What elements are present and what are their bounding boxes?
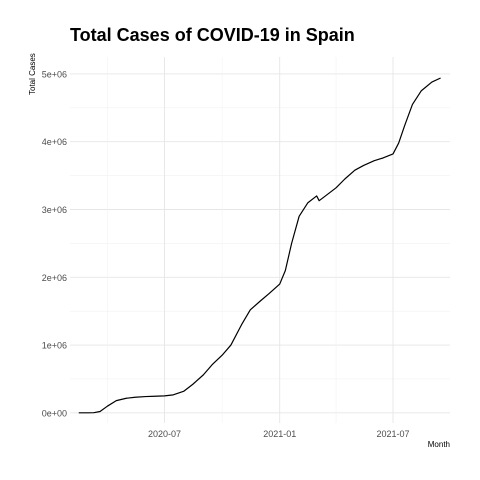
chart-title: Total Cases of COVID-19 in Spain: [70, 25, 355, 45]
x-tick-label: 2020-07: [148, 429, 181, 439]
y-tick-label: 5e+06: [42, 69, 67, 79]
x-tick-label: 2021-01: [263, 429, 296, 439]
y-tick-label: 3e+06: [42, 205, 67, 215]
gridlines: [70, 57, 450, 423]
x-axis-label: Month: [427, 440, 450, 449]
y-tick-label: 4e+06: [42, 137, 67, 147]
x-tick-label: 2021-07: [377, 429, 410, 439]
y-tick-label: 2e+06: [42, 273, 67, 283]
series-lines: [78, 77, 441, 414]
y-tick-label: 1e+06: [42, 341, 67, 351]
x-tick-labels: 2020-07 2021-01 2021-07: [148, 429, 410, 439]
series-line: [78, 77, 441, 414]
y-tick-labels: 0e+00 1e+06 2e+06 3e+06 4e+06 5e+06: [42, 69, 67, 418]
y-tick-label: 0e+00: [42, 408, 67, 418]
